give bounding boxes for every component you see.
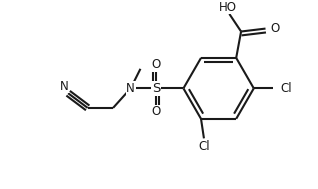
Text: O: O — [151, 58, 161, 71]
Text: Cl: Cl — [280, 82, 292, 95]
Text: N: N — [60, 80, 69, 93]
Text: N: N — [126, 82, 135, 95]
Text: O: O — [151, 105, 161, 118]
Text: O: O — [270, 22, 280, 35]
Text: S: S — [152, 82, 160, 95]
Text: HO: HO — [218, 1, 236, 14]
Text: Cl: Cl — [198, 140, 210, 153]
